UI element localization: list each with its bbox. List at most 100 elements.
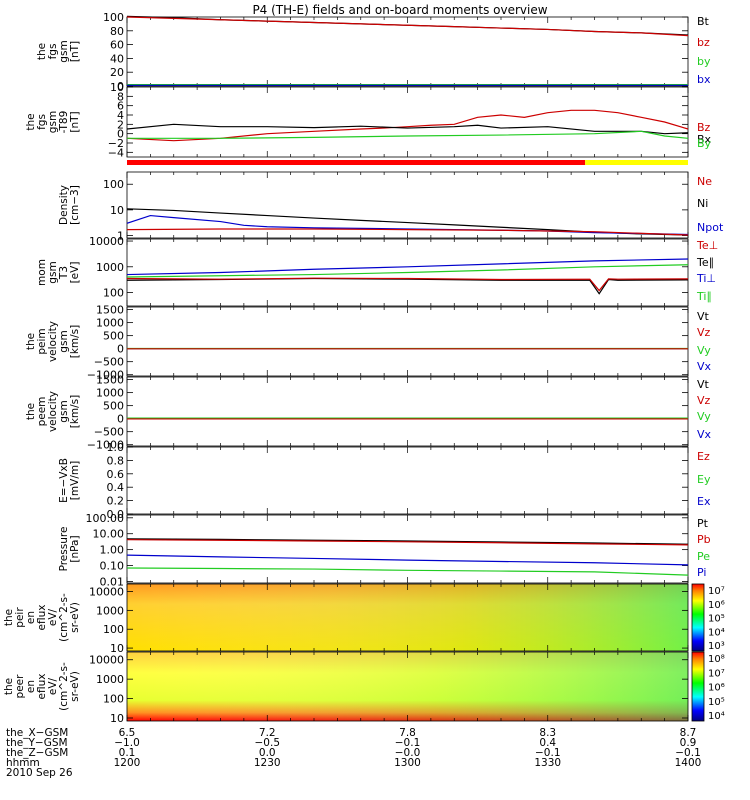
panel-7: 0.00.20.40.60.81.0 E=−VxB [mV/m] Ez Ey Ex [58, 441, 711, 521]
colorbar-label: 10⁷ [708, 668, 725, 679]
legend-item: Ti∥ [696, 290, 712, 303]
series-line-te [126, 277, 689, 295]
y-tick-label: 100.00 [86, 512, 125, 525]
legend-item: Te∥ [696, 256, 714, 269]
y-axis-label: T3 [58, 266, 70, 280]
y-axis-label: [nPa] [69, 535, 81, 562]
legend-item: Npot [697, 221, 724, 234]
y-axis-label: eflux [36, 674, 48, 700]
series-line-pt [126, 538, 689, 545]
y-tick-label: 0 [117, 80, 124, 93]
y-tick-label: 1500 [96, 374, 124, 387]
y-axis-label: (cm^2-s- [58, 593, 70, 642]
series-line-pb [126, 539, 689, 546]
y-axis-label: sr-eV) [69, 671, 81, 702]
y-axis-label: eV/ [47, 608, 59, 626]
y-tick-label: 1000 [96, 604, 124, 617]
y-tick-label: 10.00 [93, 528, 125, 541]
y-tick-label: 100 [103, 623, 124, 636]
y-axis-label: sr-eV) [69, 602, 81, 633]
x-axis-tick-label: 0.0 [259, 747, 276, 759]
y-axis-label: [nT] [69, 41, 81, 62]
y-tick-label: −500 [94, 426, 124, 439]
y-axis-label: peem [36, 397, 48, 427]
y-axis-label: the [25, 333, 37, 350]
y-tick-label: 0 [117, 413, 124, 426]
x-axis-tick-label: −0.1 [535, 747, 561, 759]
panel-frame [126, 446, 689, 515]
series-line-bz [126, 109, 689, 142]
y-tick-label: 1.00 [100, 544, 125, 557]
legend-item: Ex [697, 495, 711, 508]
y-tick-label: 0.4 [107, 481, 125, 494]
spectrogram-overlay [127, 652, 688, 721]
legend-item: Vt [697, 310, 710, 323]
x-axis-tick-label: 0.9 [680, 737, 697, 749]
x-axis-tick-label: −0.1 [675, 747, 701, 759]
y-tick-label: 0.01 [100, 575, 125, 588]
legend-item: Ey [697, 473, 711, 486]
y-tick-label: 0.6 [107, 468, 125, 481]
legend-item: Bt [697, 15, 710, 28]
legend-item: Pe [697, 550, 710, 563]
y-tick-label: 1000 [96, 317, 124, 330]
legend-item: Pi [697, 566, 706, 579]
series-line-ni [126, 208, 689, 236]
series-line-bx [126, 123, 689, 135]
legend-item: Vz [697, 326, 711, 339]
legend-item: Ti⊥ [696, 272, 716, 285]
y-axis-label: [km/s] [69, 395, 81, 429]
legend-item: Bz [697, 121, 711, 134]
x-axis-tick-label: −0.5 [255, 737, 281, 749]
x-axis-row-label: hhmm [6, 757, 40, 769]
y-axis-label: [nT] [69, 111, 81, 132]
y-tick-label: 1500 [96, 304, 124, 317]
series-line-pe [126, 567, 689, 576]
y-axis-label: eV/ [47, 677, 59, 695]
status-bar-segment [127, 160, 586, 165]
y-tick-label: 0.8 [107, 454, 125, 467]
x-axis-tick-label: 1330 [534, 757, 561, 769]
colorbar-label: 10³ [708, 641, 725, 652]
x-axis-tick-label: 8.7 [680, 727, 697, 739]
x-axis-row-label: the_X−GSM [6, 727, 68, 739]
y-axis-label: Density [58, 185, 70, 225]
y-axis-label: velocity [47, 391, 59, 432]
y-axis-label: gsm [58, 330, 70, 352]
y-axis-label: fgs [47, 44, 59, 60]
legend-item: Te⊥ [696, 239, 718, 252]
x-axis-tick-label: −1.0 [114, 737, 140, 749]
series-line-te [126, 277, 689, 292]
y-tick-label: −1000 [87, 439, 124, 452]
x-axis-tick-label: 6.5 [119, 727, 136, 739]
y-tick-label: 0.2 [107, 495, 125, 508]
colorbar: 10³ 10⁴ 10⁵ 10⁶ 10⁷ [691, 583, 725, 652]
panel-4: 100 1000 10000 mom gsm T3 [eV] Te⊥ Te∥ Ti⊥ Ti∥ [36, 235, 718, 307]
colorbar-label: 10⁶ [708, 600, 725, 611]
x-axis-labels: the_X−GSMthe_Y−GSMthe_Z−GSMhhmm6.5−1.00.… [6, 727, 701, 769]
series-line-ne [126, 228, 689, 236]
y-axis-label: eflux [36, 605, 48, 631]
panel-frame [126, 16, 689, 87]
colorbar-scale [691, 651, 705, 722]
x-axis-tick-label: −0.1 [395, 737, 421, 749]
y-tick-label: −500 [94, 356, 124, 369]
legend-item: Ez [697, 450, 710, 463]
y-axis-label: [cm−3] [69, 185, 81, 225]
y-tick-label: 0 [117, 128, 124, 141]
date-label: 2010 Sep 26 [6, 767, 73, 779]
panel-frame [126, 376, 689, 447]
x-axis-tick-label: 0.1 [119, 747, 136, 759]
y-tick-label: 0.10 [100, 560, 125, 573]
colorbar-label: 10⁴ [708, 711, 725, 722]
y-tick-label: 10 [110, 712, 124, 725]
y-tick-label: 100 [103, 693, 124, 706]
plot-title: P4 (TH-E) fields and on-board moments ov… [252, 3, 547, 17]
legend-item: Pb [697, 533, 711, 546]
x-axis-tick-label: 8.3 [539, 727, 556, 739]
y-tick-label: 10 [110, 81, 124, 94]
y-axis-label: mom [36, 259, 48, 286]
